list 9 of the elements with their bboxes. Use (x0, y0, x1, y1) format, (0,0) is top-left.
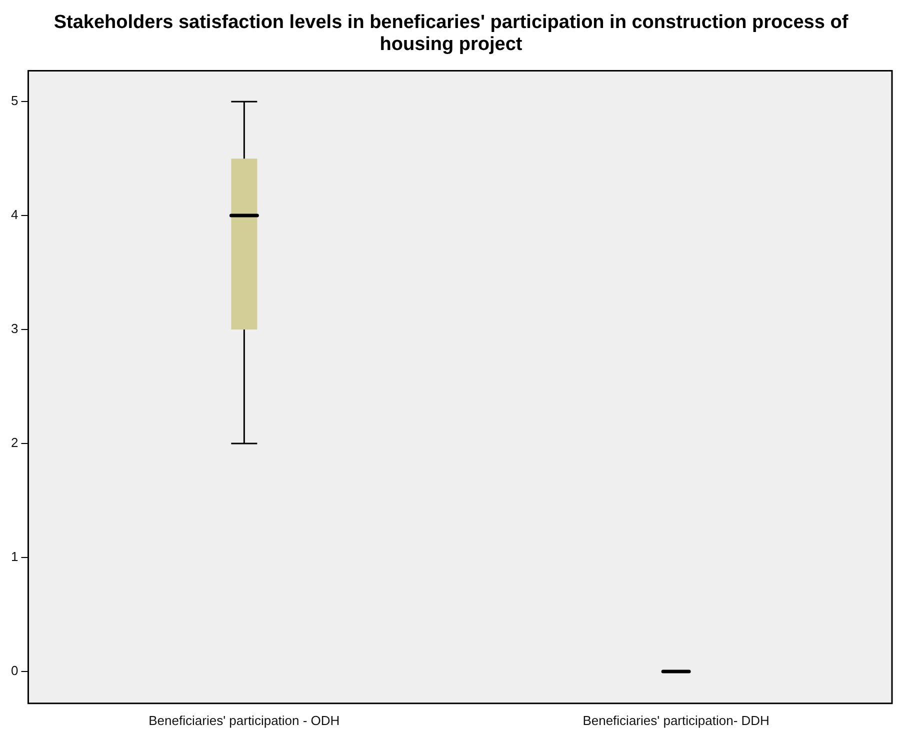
x-tick-label: Beneficiaries' participation - ODH (148, 712, 340, 728)
y-tick-label: 4 (10, 207, 18, 222)
x-tick-label: Beneficiaries' participation- DDH (582, 712, 770, 728)
chart-title: Stakeholders satisfaction levels in beneficaries' participation in construction process of housing project (52, 11, 850, 57)
y-tick-label: 1 (10, 549, 18, 564)
y-tick-label: 2 (10, 435, 18, 450)
y-tick-label: 0 (10, 663, 18, 678)
y-tick-label: 3 (10, 321, 18, 336)
y-tick-label: 5 (10, 93, 18, 108)
